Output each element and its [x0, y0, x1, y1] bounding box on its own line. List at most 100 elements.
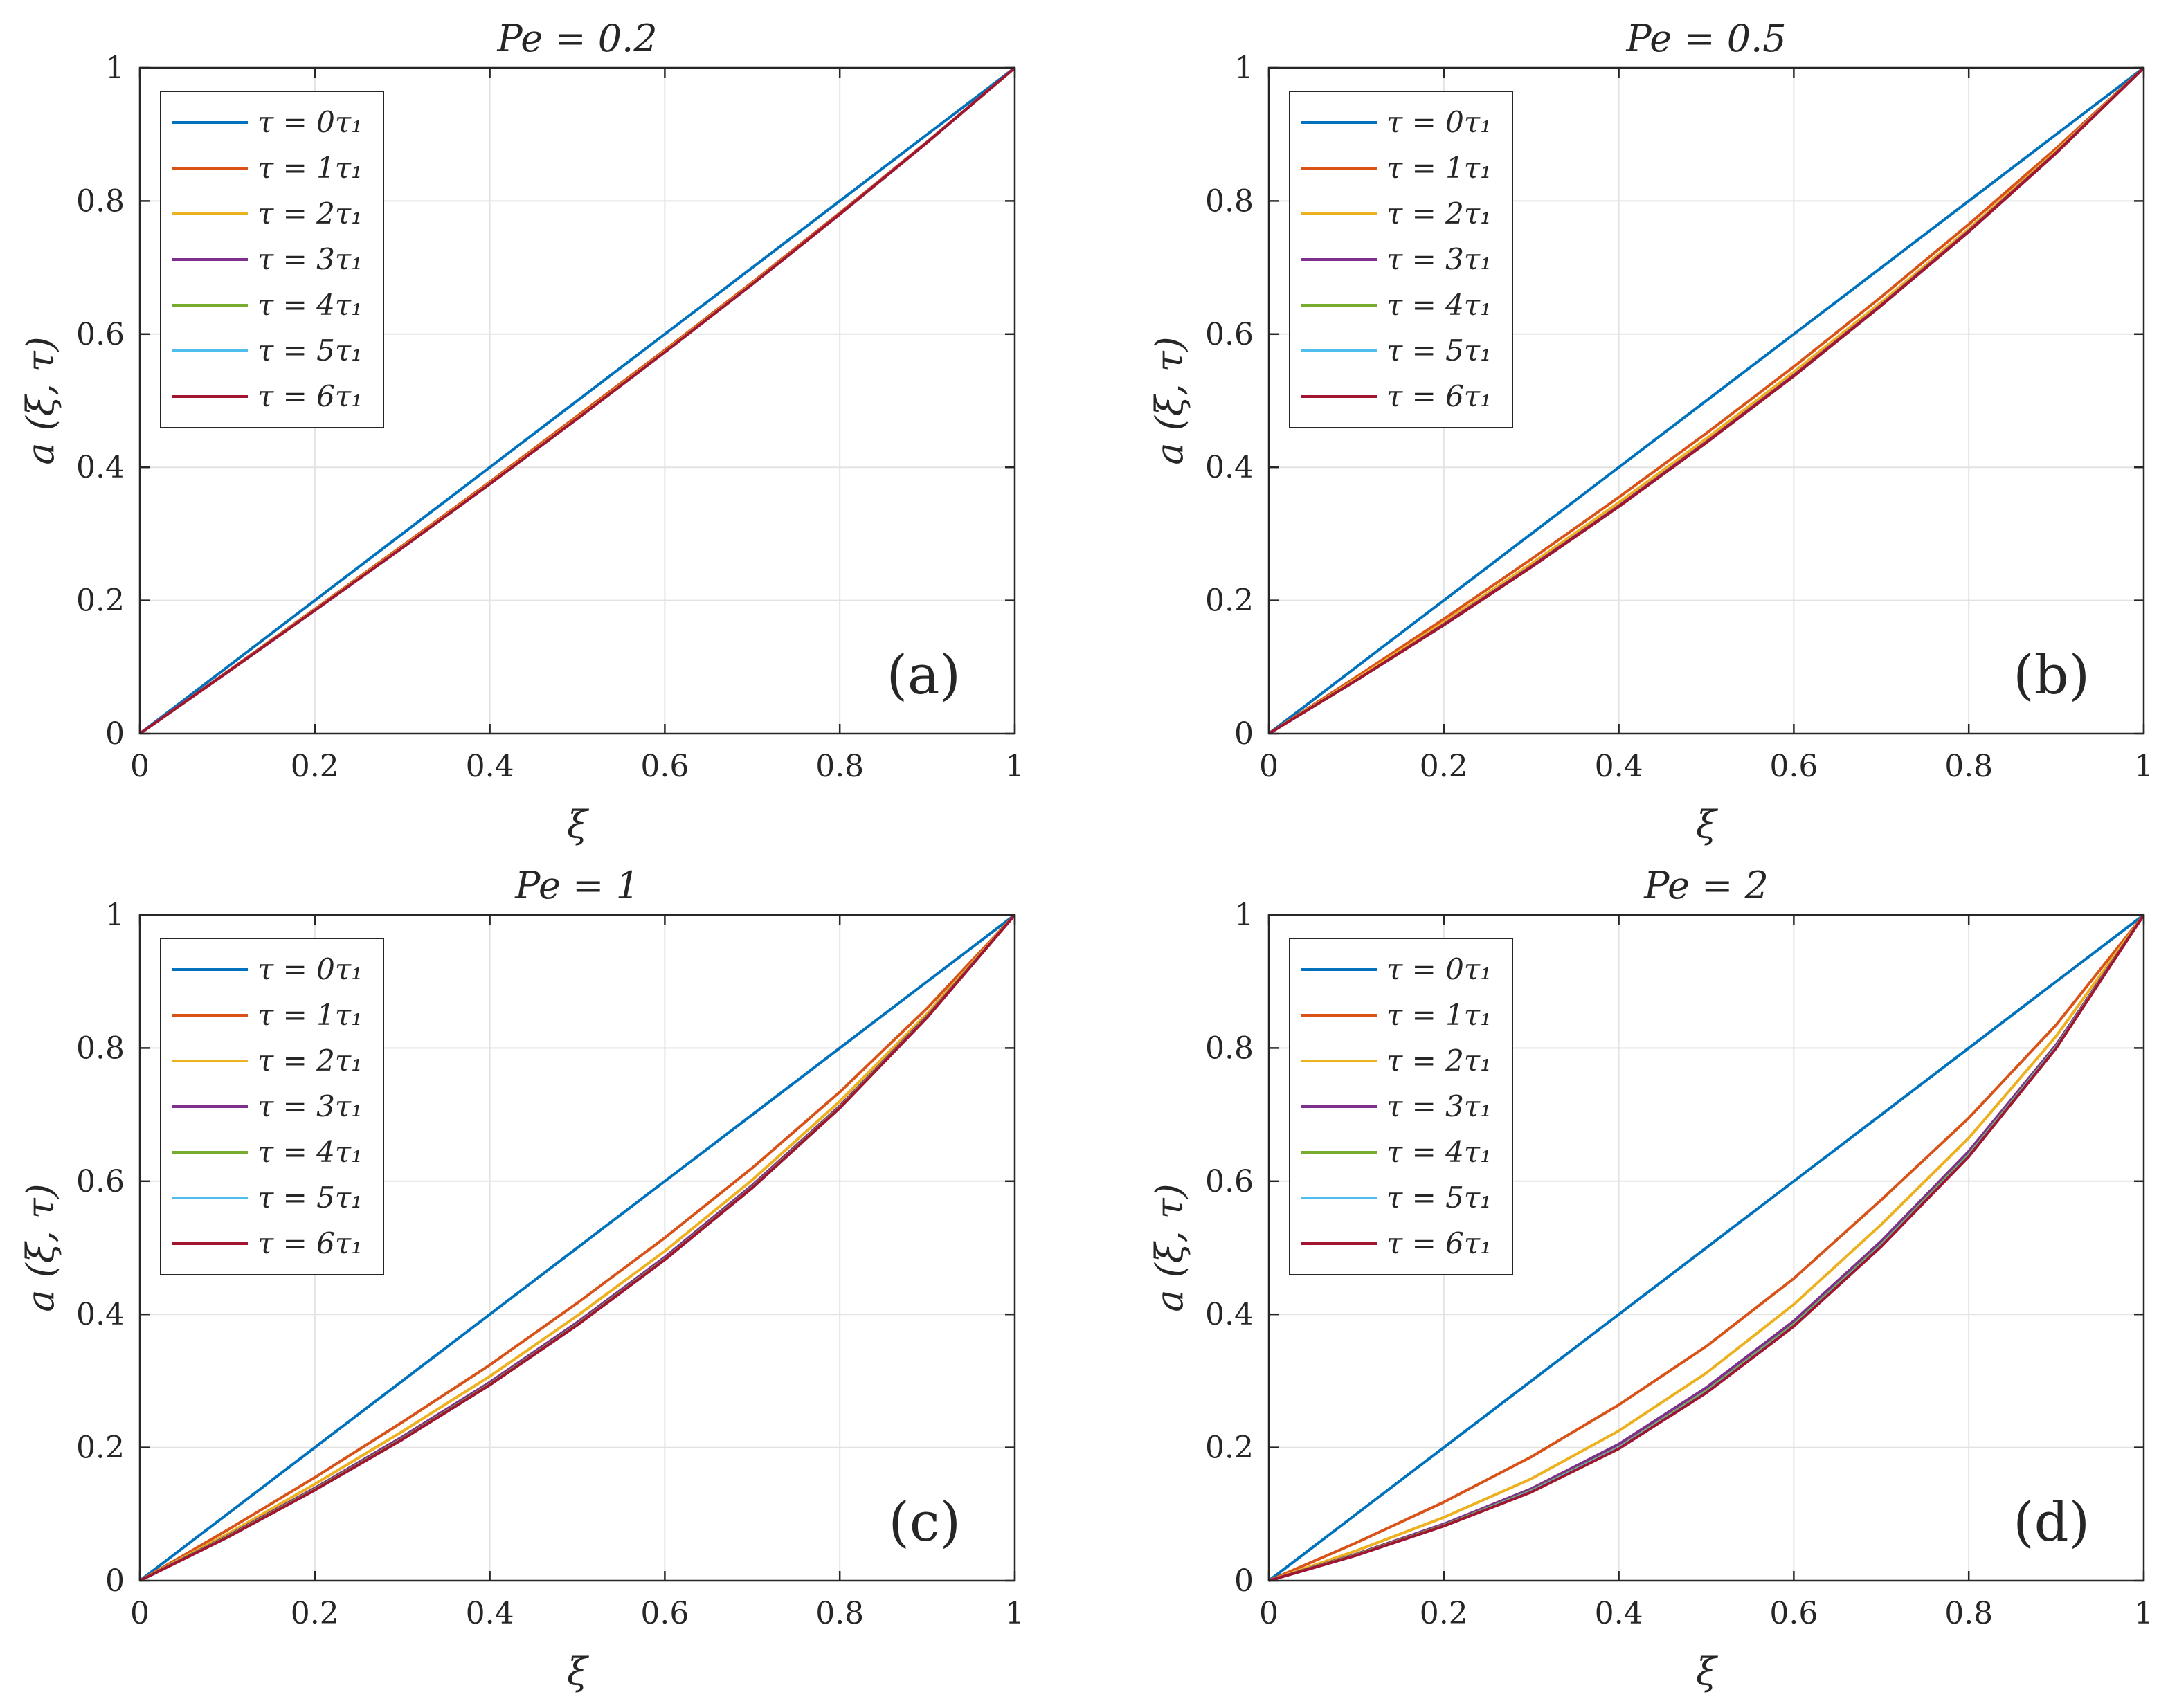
y-axis-label: a (ξ, τ): [1148, 1183, 1191, 1311]
legend-label-4: τ = 4τ₁: [258, 288, 363, 322]
x-tick-label: 0: [1259, 749, 1279, 784]
legend-label-2: τ = 2τ₁: [258, 197, 363, 230]
y-tick-label: 0.4: [76, 450, 125, 485]
legend-label-0: τ = 0τ₁: [1386, 105, 1492, 139]
x-tick-label: 1: [2134, 749, 2153, 784]
legend-label-3: τ = 3τ₁: [258, 1089, 363, 1123]
y-tick-label: 0: [1234, 716, 1254, 752]
x-tick-label: 0.6: [1769, 1596, 1818, 1631]
axes-box: [138, 914, 1016, 1582]
axes-box: [138, 66, 1016, 735]
x-tick-label: 0.2: [1420, 749, 1468, 784]
x-tick-label: 0: [130, 1596, 150, 1631]
chart-title: Pe = 2: [1643, 864, 1769, 907]
axes-box: [1267, 914, 2145, 1582]
legend-label-5: τ = 5τ₁: [1386, 1181, 1492, 1215]
legend-label-1: τ = 1τ₁: [1386, 998, 1492, 1032]
y-tick-label: 0.8: [76, 1030, 125, 1066]
y-tick-label: 0: [105, 1563, 125, 1599]
x-axis-label: ξ: [1696, 803, 1718, 846]
series-line-0: [1267, 66, 2145, 735]
x-tick-label: 0.6: [640, 1596, 689, 1631]
x-tick-label: 0.6: [1769, 749, 1818, 784]
legend-label-0: τ = 0τ₁: [258, 105, 363, 139]
y-tick-label: 0.2: [76, 1430, 125, 1466]
legend-label-1: τ = 1τ₁: [258, 998, 363, 1032]
legend-label-0: τ = 0τ₁: [258, 952, 363, 986]
chart-panel-4: 00 0.2 0.2 0.4 0.4 0.6 0.6 0.8 0.8 1 1 Pe = 2 ξ a (ξ,…: [1148, 864, 2153, 1693]
y-tick-label: 0: [1234, 1563, 1254, 1599]
x-tick-label: 0.4: [1595, 749, 1643, 784]
chart-panel-2: 00 0.2 0.2 0.4 0.4 0.6 0.6 0.8 0.8 1 1 Pe = 0.5 ξ a (…: [1148, 17, 2153, 846]
x-axis-label: ξ: [1696, 1650, 1718, 1693]
y-tick-label: 0.8: [1205, 183, 1254, 219]
legend-label-5: τ = 5τ₁: [258, 334, 363, 367]
x-tick-label: 0: [130, 749, 150, 784]
y-tick-label: 0.6: [76, 1164, 125, 1199]
y-tick-label: 0.8: [1205, 1030, 1254, 1066]
series-line-1: [1268, 914, 2145, 1582]
x-tick-label: 0.4: [466, 749, 514, 784]
y-tick-label: 0.6: [1205, 317, 1254, 352]
legend-label-3: τ = 3τ₁: [1386, 242, 1492, 276]
legend-label-3: τ = 3τ₁: [258, 242, 363, 276]
legend-label-5: τ = 5τ₁: [1386, 334, 1492, 367]
x-axis-label: ξ: [567, 1650, 589, 1693]
series-line-1: [1267, 66, 2145, 735]
y-tick-label: 0.2: [76, 583, 125, 619]
x-tick-label: 0.6: [640, 749, 689, 784]
legend-label-2: τ = 2τ₁: [258, 1044, 363, 1078]
legend-label-2: τ = 2τ₁: [1386, 197, 1492, 230]
series-line-6: [1268, 914, 2145, 1582]
y-axis-label: a (ξ, τ): [19, 1183, 62, 1311]
x-tick-label: 0.8: [815, 749, 864, 784]
chart-title: Pe = 0.5: [1625, 17, 1786, 60]
y-tick-label: 0: [105, 716, 125, 752]
series-line-0: [138, 914, 1016, 1582]
legend-label-1: τ = 1τ₁: [258, 151, 363, 185]
legend-label-2: τ = 2τ₁: [1386, 1044, 1492, 1078]
x-tick-label: 1: [2134, 1596, 2153, 1631]
y-tick-label: 0.4: [1205, 450, 1254, 485]
y-tick-label: 1: [1234, 51, 1254, 86]
series-line-6: [1267, 66, 2145, 735]
x-axis-label: ξ: [567, 803, 589, 846]
panel-label: (a): [887, 644, 961, 707]
legend-label-4: τ = 4τ₁: [1386, 1135, 1492, 1169]
y-tick-label: 0.2: [1205, 1430, 1254, 1466]
x-tick-label: 1: [1005, 1596, 1024, 1631]
legend-label-1: τ = 1τ₁: [1386, 151, 1492, 185]
legend-label-6: τ = 6τ₁: [258, 1226, 363, 1260]
x-tick-label: 0.8: [1944, 1596, 1993, 1631]
x-tick-label: 0.2: [1420, 1596, 1468, 1631]
x-tick-label: 0.4: [466, 1596, 514, 1631]
panel-label: (d): [2013, 1491, 2090, 1554]
y-tick-label: 0.4: [76, 1297, 125, 1332]
chart-title: Pe = 0.2: [496, 17, 657, 60]
y-axis-label: a (ξ, τ): [1148, 336, 1191, 464]
x-tick-label: 1: [1005, 749, 1024, 784]
legend-label-0: τ = 0τ₁: [1386, 952, 1492, 986]
y-tick-label: 0.2: [1205, 583, 1254, 619]
y-tick-label: 0.8: [76, 183, 125, 219]
series-line-0: [1267, 914, 2145, 1582]
y-tick-label: 1: [105, 898, 125, 933]
y-tick-label: 0.6: [76, 317, 125, 352]
legend-label-6: τ = 6τ₁: [1386, 379, 1492, 413]
x-tick-label: 0.4: [1595, 1596, 1643, 1631]
axes-box: [1267, 66, 2145, 735]
chart-panel-3: 00 0.2 0.2 0.4 0.4 0.6 0.6 0.8 0.8 1 1 Pe = 1 ξ a (ξ,…: [19, 864, 1024, 1693]
series-line-2: [1268, 914, 2145, 1582]
x-tick-label: 0.8: [1944, 749, 1993, 784]
series-line-0: [138, 66, 1016, 735]
y-axis-label: a (ξ, τ): [19, 336, 62, 464]
chart-panel-1: 00 0.2 0.2 0.4 0.4 0.6 0.6 0.8 0.8 1 1 Pe = 0.2 ξ a (…: [19, 17, 1024, 846]
legend-label-6: τ = 6τ₁: [258, 379, 363, 413]
series-line-6: [139, 914, 1016, 1582]
x-tick-label: 0.2: [291, 749, 339, 784]
legend-label-6: τ = 6τ₁: [1386, 1226, 1492, 1260]
legend-label-3: τ = 3τ₁: [1386, 1089, 1492, 1123]
y-tick-label: 0.4: [1205, 1297, 1254, 1332]
x-tick-label: 0.2: [291, 1596, 339, 1631]
